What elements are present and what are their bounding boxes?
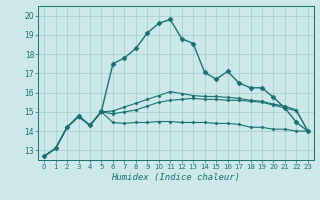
X-axis label: Humidex (Indice chaleur): Humidex (Indice chaleur) (111, 173, 241, 182)
